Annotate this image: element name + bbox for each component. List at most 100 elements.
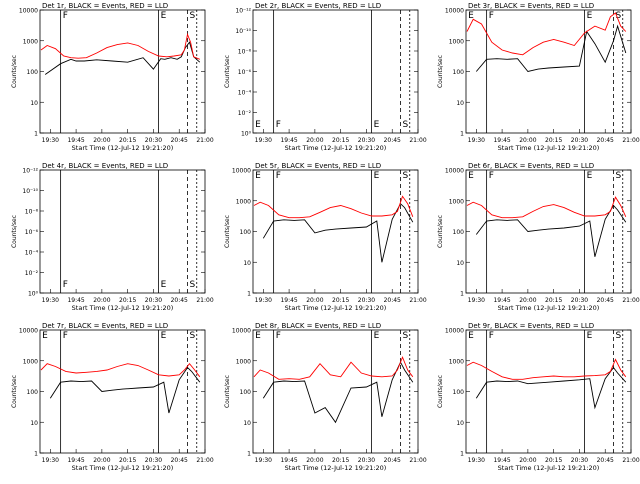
marker-label: E bbox=[374, 331, 380, 341]
marker-label: E bbox=[374, 120, 380, 130]
x-tick-label: 19:30 bbox=[255, 137, 272, 144]
chart-title: Det 5r, BLACK = Events, RED = LLD bbox=[255, 162, 381, 170]
y-axis-label: Counts/sec bbox=[437, 375, 444, 408]
x-tick-label: 19:30 bbox=[255, 457, 272, 464]
y-tick-label: 10⁻⁴ bbox=[238, 90, 252, 97]
y-tick-label: 10⁻⁴ bbox=[25, 250, 39, 257]
x-tick-label: 19:45 bbox=[67, 457, 84, 464]
marker-label: F bbox=[63, 280, 68, 290]
y-tick-label: 100 bbox=[27, 69, 39, 76]
y-tick-label: 10⁻¹⁰ bbox=[22, 188, 38, 195]
x-tick-label: 19:45 bbox=[280, 137, 297, 144]
x-axis-label: Start Time (12-Jul-12 19:21:20) bbox=[72, 144, 174, 152]
x-tick-label: 21:00 bbox=[196, 457, 213, 464]
plot-frame bbox=[465, 329, 632, 454]
y-tick-label: 1 bbox=[460, 131, 464, 138]
y-axis-label: Counts/sec bbox=[11, 375, 18, 408]
y-tick-label: 1 bbox=[34, 131, 38, 138]
y-tick-label: 10 bbox=[243, 260, 251, 267]
y-tick-label: 1 bbox=[247, 291, 251, 298]
marker-label: E bbox=[374, 171, 380, 181]
x-tick-label: 20:30 bbox=[358, 457, 375, 464]
x-tick-label: 19:45 bbox=[67, 137, 84, 144]
y-tick-label: 100 bbox=[453, 389, 465, 396]
x-tick-label: 20:00 bbox=[93, 297, 110, 304]
x-tick-label: 20:15 bbox=[332, 297, 349, 304]
x-tick-label: 20:15 bbox=[119, 297, 136, 304]
x-axis-label: Start Time (12-Jul-12 19:21:20) bbox=[498, 304, 600, 312]
x-tick-label: 20:15 bbox=[332, 457, 349, 464]
marker-label: F bbox=[63, 331, 68, 341]
x-tick-label: 20:15 bbox=[119, 457, 136, 464]
marker-label: E bbox=[42, 331, 48, 341]
plot-frame bbox=[39, 169, 206, 294]
chart-title: Det 3r, BLACK = Events, RED = LLD bbox=[468, 2, 594, 10]
marker-label: S bbox=[190, 11, 196, 21]
x-tick-label: 19:30 bbox=[42, 297, 59, 304]
x-tick-label: 21:00 bbox=[409, 457, 426, 464]
x-tick-label: 20:45 bbox=[597, 297, 614, 304]
x-tick-label: 20:30 bbox=[571, 297, 588, 304]
x-axis-label: Start Time (12-Jul-12 19:21:20) bbox=[72, 304, 174, 312]
x-tick-label: 21:00 bbox=[196, 137, 213, 144]
y-tick-label: 1000 bbox=[236, 358, 251, 365]
x-tick-label: 19:30 bbox=[468, 137, 485, 144]
x-tick-label: 20:30 bbox=[358, 297, 375, 304]
x-tick-label: 20:00 bbox=[306, 137, 323, 144]
marker-label: E bbox=[587, 171, 593, 181]
marker-label: S bbox=[190, 331, 196, 341]
y-tick-label: 1 bbox=[34, 451, 38, 458]
x-tick-label: 19:45 bbox=[67, 297, 84, 304]
plot-frame bbox=[252, 169, 419, 294]
events-series-line bbox=[262, 361, 414, 424]
lld-series-line bbox=[40, 32, 200, 60]
x-tick-label: 19:30 bbox=[42, 457, 59, 464]
x-tick-label: 21:00 bbox=[409, 297, 426, 304]
x-tick-label: 21:00 bbox=[622, 457, 639, 464]
y-tick-label: 10⁻⁸ bbox=[25, 209, 39, 216]
y-axis-label: Counts/sec bbox=[437, 215, 444, 248]
x-tick-label: 20:00 bbox=[519, 457, 536, 464]
marker-label: E bbox=[468, 331, 474, 341]
marker-label: E bbox=[587, 11, 593, 21]
marker-label: F bbox=[63, 11, 68, 21]
chart-title: Det 6r, BLACK = Events, RED = LLD bbox=[468, 162, 594, 170]
x-tick-label: 19:30 bbox=[468, 457, 485, 464]
marker-label: F bbox=[276, 171, 281, 181]
x-tick-label: 20:30 bbox=[571, 137, 588, 144]
y-axis-label: Counts/sec bbox=[11, 55, 18, 88]
marker-label: E bbox=[161, 11, 167, 21]
y-tick-label: 10000 bbox=[19, 328, 38, 335]
x-tick-label: 20:15 bbox=[332, 137, 349, 144]
y-tick-label: 1 bbox=[460, 451, 464, 458]
marker-label: E bbox=[468, 171, 474, 181]
marker-label: F bbox=[489, 331, 494, 341]
marker-label: S bbox=[403, 120, 409, 130]
x-tick-label: 20:45 bbox=[384, 137, 401, 144]
marker-label: F bbox=[276, 120, 281, 130]
y-tick-label: 1 bbox=[247, 451, 251, 458]
marker-label: E bbox=[255, 331, 261, 341]
x-tick-label: 19:45 bbox=[280, 457, 297, 464]
y-tick-label: 10000 bbox=[232, 328, 251, 335]
x-tick-label: 20:30 bbox=[358, 137, 375, 144]
x-tick-label: 20:30 bbox=[145, 457, 162, 464]
y-tick-label: 10 bbox=[30, 100, 38, 107]
lld-series-line bbox=[466, 358, 627, 380]
y-axis-label: Counts/sec bbox=[224, 55, 231, 88]
y-tick-label: 1000 bbox=[449, 38, 464, 45]
x-tick-label: 20:45 bbox=[171, 137, 188, 144]
x-tick-label: 19:45 bbox=[280, 297, 297, 304]
chart-title: Det 9r, BLACK = Events, RED = LLD bbox=[468, 322, 594, 330]
x-tick-label: 20:00 bbox=[519, 137, 536, 144]
marker-label: E bbox=[255, 171, 261, 181]
y-tick-label: 100 bbox=[27, 389, 39, 396]
marker-label: E bbox=[161, 280, 167, 290]
lld-series-line bbox=[466, 196, 627, 219]
y-tick-label: 10000 bbox=[445, 168, 464, 175]
x-tick-label: 20:45 bbox=[384, 457, 401, 464]
marker-label: S bbox=[403, 171, 409, 181]
chart-title: Det 4r, BLACK = Events, RED = LLD bbox=[42, 162, 168, 170]
y-tick-label: 1000 bbox=[449, 198, 464, 205]
x-axis-label: Start Time (12-Jul-12 19:21:20) bbox=[285, 144, 387, 152]
